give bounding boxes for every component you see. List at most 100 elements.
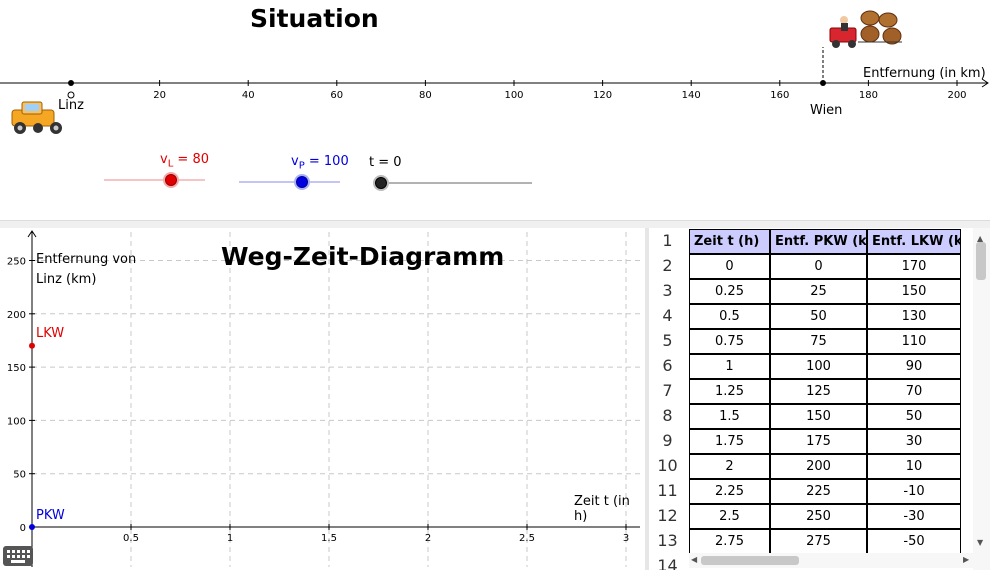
- situation-panel: Situation 20 40 60 80 100 120 140 160 180 200: [0, 0, 990, 220]
- x-tick-label: 1: [227, 533, 233, 544]
- y-tick-label: 200: [7, 310, 26, 321]
- table-cell[interactable]: 0: [770, 254, 867, 279]
- table-cell[interactable]: 150: [770, 404, 867, 429]
- row-header[interactable]: 10: [649, 453, 686, 478]
- situation-tick-label: 60: [330, 90, 343, 101]
- column-header-cell[interactable]: Entf. LKW (k: [867, 229, 961, 254]
- column-header-cell[interactable]: Entf. PKW (k: [770, 229, 867, 254]
- table-cell[interactable]: 75: [770, 329, 867, 354]
- distance-axis-svg: 20 40 60 80 100 120 140 160 180 200: [0, 10, 989, 191]
- row-header[interactable]: 12: [649, 503, 686, 528]
- vl-slider-handle[interactable]: [165, 174, 177, 186]
- table-cell[interactable]: 25: [770, 279, 867, 304]
- table-cell[interactable]: 200: [770, 454, 867, 479]
- x-tick-label: 3: [623, 533, 629, 544]
- column-header-cell[interactable]: Zeit t (h): [689, 229, 770, 254]
- row-header[interactable]: 13: [649, 528, 686, 553]
- panel-divider[interactable]: [0, 220, 990, 229]
- table-cell[interactable]: 130: [867, 304, 961, 329]
- table-cell[interactable]: 175: [770, 429, 867, 454]
- y-tick-label: 0: [20, 523, 26, 534]
- situation-tick-label: 80: [419, 90, 432, 101]
- vertical-divider[interactable]: [645, 228, 649, 570]
- row-header[interactable]: 4: [649, 303, 686, 328]
- scroll-left-icon[interactable]: ◀: [691, 555, 698, 564]
- table-cell[interactable]: 2.5: [689, 504, 770, 529]
- vp-slider-handle[interactable]: [296, 176, 308, 188]
- horizontal-scroll-thumb[interactable]: [701, 556, 799, 565]
- table-cell[interactable]: 1: [689, 354, 770, 379]
- table-cell[interactable]: 50: [867, 404, 961, 429]
- table-cell[interactable]: 100: [770, 354, 867, 379]
- table-cell[interactable]: 170: [867, 254, 961, 279]
- table-cell[interactable]: 0.5: [689, 304, 770, 329]
- linz-point: [68, 80, 74, 86]
- table-cell[interactable]: 0: [689, 254, 770, 279]
- row-header[interactable]: 7: [649, 378, 686, 403]
- table-cell[interactable]: 2.25: [689, 479, 770, 504]
- table-cell[interactable]: 0.75: [689, 329, 770, 354]
- table-cell[interactable]: 2: [689, 454, 770, 479]
- x-tick-label: 2.5: [519, 533, 535, 544]
- table-cell[interactable]: 90: [867, 354, 961, 379]
- row-header[interactable]: 11: [649, 478, 686, 503]
- y-tick-label: 150: [7, 363, 26, 374]
- table-cell[interactable]: 250: [770, 504, 867, 529]
- table-cell[interactable]: 110: [867, 329, 961, 354]
- diagram-svg: 0.5 1 1.5 2 2.5 3 250 200 150 100 50 0: [7, 230, 640, 567]
- lkw-point[interactable]: [29, 342, 35, 349]
- row-header[interactable]: 6: [649, 353, 686, 378]
- x-tick-label: 1.5: [321, 533, 337, 544]
- table-cell[interactable]: 1.25: [689, 379, 770, 404]
- table-cell[interactable]: 150: [867, 279, 961, 304]
- row-header[interactable]: 3: [649, 278, 686, 303]
- row-header[interactable]: 1: [649, 228, 686, 253]
- scroll-right-icon[interactable]: ▶: [963, 555, 970, 564]
- t-slider-label: t = 0: [369, 155, 402, 170]
- table-cell[interactable]: -10: [867, 479, 961, 504]
- row-header[interactable]: 8: [649, 403, 686, 428]
- row-header[interactable]: 5: [649, 328, 686, 353]
- keyboard-icon[interactable]: [3, 546, 33, 566]
- diagram-title: Weg-Zeit-Diagramm: [221, 242, 505, 271]
- table-cell[interactable]: 70: [867, 379, 961, 404]
- x-axis-label: Zeit t (in h): [574, 494, 630, 524]
- tractor-icon: [11, 101, 62, 134]
- row-header[interactable]: 2: [649, 253, 686, 278]
- spreadsheet: 1 Zeit t (h) Entf. PKW (k Entf. LKW (k 2 0 0 17…: [649, 228, 990, 570]
- horizontal-scrollbar[interactable]: ◀ ▶: [689, 553, 973, 568]
- row-header[interactable]: 9: [649, 428, 686, 453]
- table-cell[interactable]: 2.75: [689, 529, 770, 554]
- table-cell[interactable]: 275: [770, 529, 867, 554]
- table-cell[interactable]: 30: [867, 429, 961, 454]
- vertical-scrollbar[interactable]: ▲ ▼: [973, 228, 990, 570]
- table-cell[interactable]: -50: [867, 529, 961, 554]
- wien-label: Wien: [810, 103, 843, 118]
- table-cell[interactable]: 1.75: [689, 429, 770, 454]
- row-header[interactable]: 14: [649, 553, 686, 570]
- table-cell[interactable]: -30: [867, 504, 961, 529]
- forklift-barrels-icon: [829, 10, 902, 48]
- table-cell[interactable]: 0.25: [689, 279, 770, 304]
- vertical-scroll-thumb[interactable]: [976, 242, 986, 280]
- t-slider-handle[interactable]: [375, 177, 387, 189]
- scroll-down-icon[interactable]: ▼: [977, 538, 984, 547]
- distance-axis-label: Entfernung (in km): [863, 66, 986, 81]
- y-axis-label: Entfernung von Linz (km): [36, 252, 137, 287]
- table-cell[interactable]: 225: [770, 479, 867, 504]
- scroll-up-icon[interactable]: ▲: [977, 234, 984, 243]
- table-cell[interactable]: 10: [867, 454, 961, 479]
- table-cell[interactable]: 125: [770, 379, 867, 404]
- y-tick-label: 250: [7, 257, 26, 268]
- x-tick-label: 0.5: [123, 533, 139, 544]
- vl-slider-label: vL = 80: [160, 152, 209, 170]
- situation-tick-label: 100: [504, 90, 523, 101]
- pkw-point[interactable]: [29, 524, 35, 530]
- pkw-label: PKW: [36, 508, 65, 523]
- weg-zeit-diagram: 0.5 1 1.5 2 2.5 3 250 200 150 100 50 0 Weg-Zeit-Dia…: [0, 228, 645, 570]
- situation-title: Situation: [250, 4, 379, 33]
- table-cell[interactable]: 50: [770, 304, 867, 329]
- table-cell[interactable]: 1.5: [689, 404, 770, 429]
- x-tick-label: 2: [425, 533, 431, 544]
- situation-tick-label: 40: [242, 90, 255, 101]
